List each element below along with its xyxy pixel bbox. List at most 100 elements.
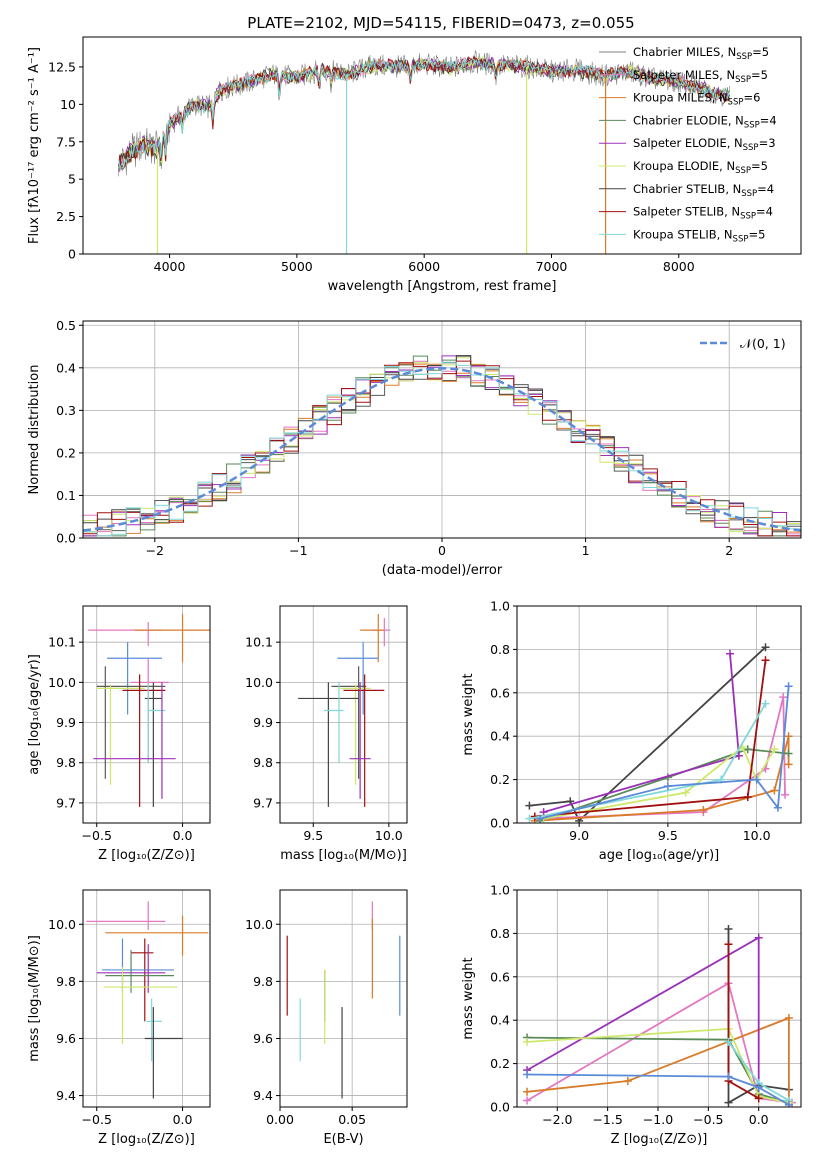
x-tick-label: 1 [582,543,590,558]
panel-mass_vs_Z: −0.5 0.0 9.4 9.6 9.8 10.0 Z [log₁₀(Z/Z⊙)] mass … [27,889,211,1147]
legend-label: Salpeter STELIB, NSSP=4 [633,205,773,222]
data-point [337,642,379,715]
data-point [360,614,385,663]
weight-marker [523,1087,532,1096]
y-tick-label: 0.2 [56,445,76,460]
legend-label: Salpeter MILES, NSSP=5 [633,68,768,85]
legend-label: 𝒩(0, 1) [740,336,786,351]
x-tick-label: 5000 [281,259,313,274]
y-tick-label: 0.5 [56,318,76,333]
y-tick-label: 0.8 [490,926,510,941]
data-point [88,622,162,647]
legend-label: Kroupa ELODIE, NSSP=5 [633,159,768,176]
weight-marker [536,814,545,823]
weight-series-line [727,944,760,1100]
residual-histogram [83,360,801,537]
y-axis-label: age [log₁₀(age/yr)] [27,654,42,775]
x-tick-label: 8000 [663,259,695,274]
data-point [340,684,371,785]
weight-marker [699,805,708,814]
y-tick-label: 0.6 [490,685,510,700]
weight-marker [761,643,770,652]
y-tick-label: 0.4 [490,1013,510,1028]
y-tick-label: 10.0 [48,675,76,690]
weight-marker [724,1098,733,1107]
y-tick-label: 9.8 [253,755,273,770]
data-point [101,938,174,993]
weight-marker [781,790,790,799]
x-tick-label: 0 [438,543,446,558]
weight-marker [726,649,734,658]
gaussian-reference-curve [83,367,801,532]
data-point [105,949,174,993]
weight-marker [773,803,782,812]
y-tick-label: 0.6 [490,969,510,984]
x-axis-label: wavelength [Angstrom, rest frame] [328,279,557,294]
y-tick-label: 9.6 [253,1031,273,1046]
y-tick-label: 9.8 [56,974,76,989]
weight-series-line [527,1073,790,1106]
weight-series-line [539,686,790,820]
spectrum-legend: Chabrier MILES, NSSP=5 Salpeter MILES, NS… [599,45,777,244]
y-tick-label: 0.1 [56,488,76,503]
weight-marker [743,745,752,754]
data-point [93,682,176,799]
x-tick-label: −2.0 [542,1112,572,1127]
y-tick-label: 0.4 [56,360,76,375]
y-tick-label: 0.0 [490,1100,510,1115]
x-axis-label: (data-model)/error [382,563,503,578]
y-axis-label: mass weight [461,673,476,755]
axes-frame [279,605,408,824]
legend-label: Chabrier ELODIE, NSSP=4 [633,113,777,130]
data-point [122,674,166,807]
data-point [86,901,166,930]
weight-marker [754,1083,763,1092]
weight-marker [663,782,672,791]
weight-marker [623,1076,632,1085]
weight-marker [754,933,763,942]
y-axis-label: Normed distribution [27,365,42,495]
data-point [131,938,154,1022]
x-axis-label: Z [log₁₀(Z/Z⊙)] [611,1132,708,1147]
axes-frame [516,605,802,824]
plot-area [523,925,796,1107]
y-tick-label: 9.9 [56,715,76,730]
data-point [343,674,385,807]
data-point [144,1007,183,1099]
data-point [103,967,178,1045]
data-point [105,915,209,956]
axes-frame [279,889,408,1108]
y-tick-label: 1.0 [490,883,510,898]
y-axis-label: mass weight [461,957,476,1039]
weight-marker [523,1096,532,1105]
spectrum-series-line [118,55,731,170]
legend-label: Kroupa MILES, NSSP=6 [633,91,760,108]
y-tick-label: 10 [60,97,76,112]
x-axis-label: Z [log₁₀(Z/Z⊙)] [98,848,195,863]
plot-area [88,614,210,807]
y-tick-label: 10.0 [245,675,273,690]
y-tick-label: 9.9 [253,715,273,730]
weight-marker [770,745,779,754]
weight-series-line [527,1036,790,1104]
weight-series-line [526,936,760,1097]
weight-marker [752,775,761,784]
weight-marker [784,1100,793,1107]
weight-marker [724,925,733,934]
weight-series-line [539,748,789,822]
x-tick-label: 0.0 [749,1112,769,1127]
y-tick-label: 0.4 [490,729,510,744]
y-tick-label: 0.2 [490,1056,510,1071]
data-point [96,684,145,785]
x-tick-label: −2 [146,543,164,558]
plot-area [286,901,401,1099]
x-tick-label: 0.0 [173,828,193,843]
x-tick-label: −1.5 [592,1112,622,1127]
data-point [107,642,162,715]
y-tick-label: 9.4 [56,1088,76,1103]
x-tick-label: −0.5 [82,828,112,843]
plot-area [83,355,801,537]
x-tick-label: 9.0 [569,828,589,843]
y-tick-label: 0.3 [56,403,76,418]
weight-marker [784,760,793,769]
